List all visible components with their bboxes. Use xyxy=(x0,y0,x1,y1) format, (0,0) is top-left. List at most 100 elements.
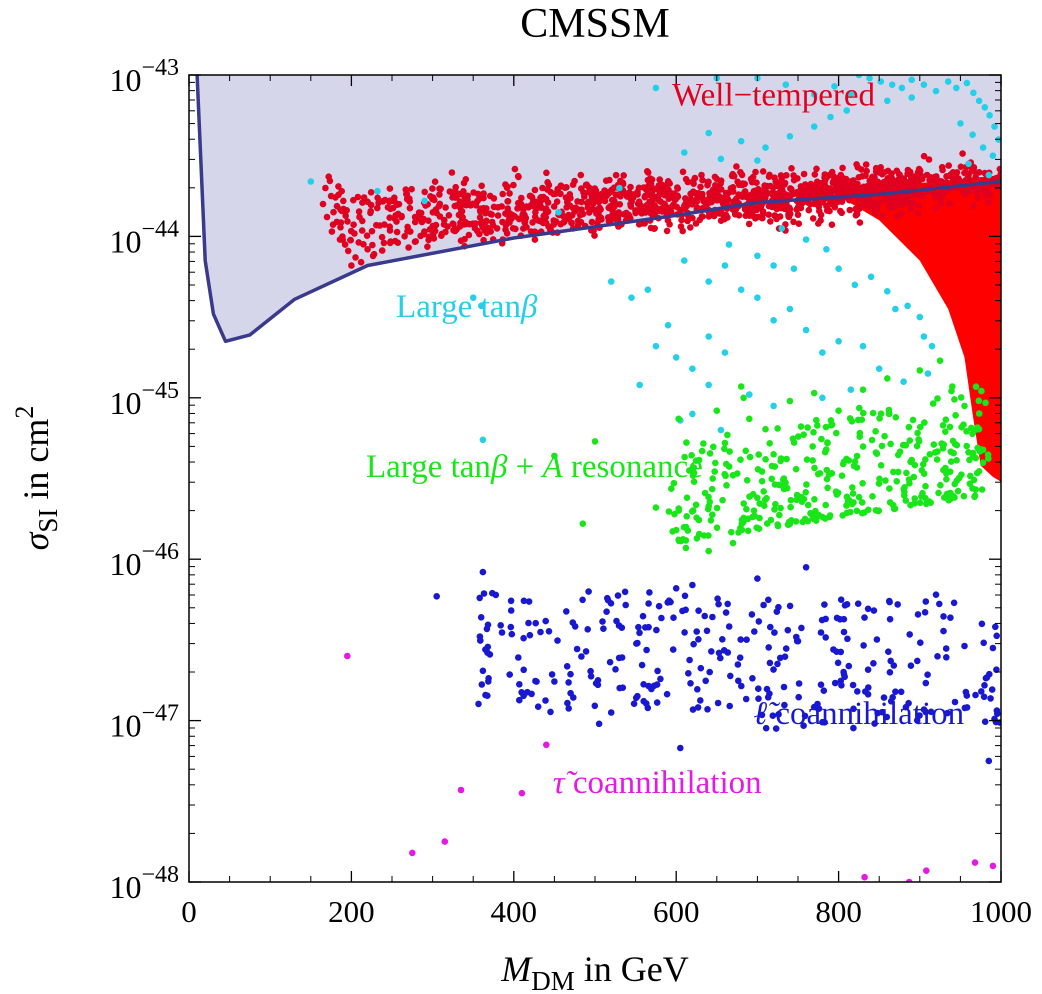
series-2-point xyxy=(951,396,958,403)
series-2-point xyxy=(905,423,913,431)
series-0-point xyxy=(839,164,846,172)
series-0-point xyxy=(679,227,686,235)
series-3-point xyxy=(802,564,810,571)
series-0-point xyxy=(338,187,346,195)
series-3-point xyxy=(725,623,733,630)
series-2-point xyxy=(795,433,802,440)
series-3-point xyxy=(697,697,704,704)
series-2-point xyxy=(744,515,752,523)
series-1-point xyxy=(991,123,998,130)
series-1-point xyxy=(616,184,623,192)
series-3-point xyxy=(902,703,910,711)
series-2-point xyxy=(882,477,889,484)
series-2-point xyxy=(909,416,917,424)
series-3-point xyxy=(951,698,959,706)
series-1-point xyxy=(717,155,725,163)
series-1-point xyxy=(855,75,863,79)
series-3-point xyxy=(686,656,693,664)
series-3-point xyxy=(943,654,950,661)
series-0-point xyxy=(687,196,695,203)
series-3-point xyxy=(612,666,619,673)
series-0-point xyxy=(523,223,530,231)
series-2-point xyxy=(923,500,930,508)
x-axis-label: MDM in GeV xyxy=(500,949,689,994)
series-3-point xyxy=(907,662,915,669)
series-3-point xyxy=(817,681,825,688)
series-2-point xyxy=(921,419,928,426)
series-3-point xyxy=(780,683,788,691)
series-3-point xyxy=(607,600,615,607)
series-2-point xyxy=(695,516,703,524)
series-0-point xyxy=(571,177,578,185)
series-0-point xyxy=(648,189,656,196)
series-0-point xyxy=(425,236,432,244)
series-2-point xyxy=(690,478,698,486)
series-0-point xyxy=(973,188,980,196)
series-3-point xyxy=(687,680,694,687)
series-2-point xyxy=(819,513,826,521)
series-0-point xyxy=(893,212,901,220)
series-1-point xyxy=(819,349,826,356)
series-1-point xyxy=(762,144,769,151)
series-3-point xyxy=(784,626,792,634)
series-0-point xyxy=(368,227,376,235)
series-1-point xyxy=(770,262,777,269)
series-3-point xyxy=(484,649,491,656)
series-2-point xyxy=(951,440,959,448)
series-3-point xyxy=(681,629,688,636)
series-0-point xyxy=(692,220,700,227)
series-0-point xyxy=(532,208,539,216)
series-3-point xyxy=(670,614,677,621)
series-3-point xyxy=(433,593,441,600)
series-3-point xyxy=(765,644,772,651)
series-3-point xyxy=(870,660,877,667)
series-0-point xyxy=(531,236,539,243)
series-3-point xyxy=(844,635,851,643)
series-2-point xyxy=(951,494,958,501)
series-1-point xyxy=(888,81,896,88)
series-0-point xyxy=(765,173,773,180)
series-0-point xyxy=(424,243,431,250)
y-tick-label-exponent: −48 xyxy=(141,862,179,888)
series-3-point xyxy=(622,601,629,609)
series-0-point xyxy=(504,198,512,205)
series-0-point xyxy=(773,215,780,223)
series-0-point xyxy=(679,168,687,176)
series-2-point xyxy=(701,489,709,497)
series-3-point xyxy=(914,611,922,618)
series-3-point xyxy=(600,625,607,632)
series-3-point xyxy=(715,649,723,657)
series-3-point xyxy=(735,677,742,685)
series-0-point xyxy=(506,190,513,197)
series-3-point xyxy=(850,705,857,713)
series-0-point xyxy=(975,169,983,176)
series-0-point xyxy=(378,233,386,241)
series-0-point xyxy=(612,200,620,208)
series-1-point xyxy=(725,241,733,248)
series-1-point xyxy=(928,342,936,350)
series-0-point xyxy=(338,207,346,215)
series-4-point xyxy=(344,652,351,660)
series-2-point xyxy=(708,485,716,493)
series-3-point xyxy=(917,639,924,646)
series-2-point xyxy=(828,470,836,477)
series-3-point xyxy=(738,682,745,690)
series-0-point xyxy=(459,214,466,222)
series-3-point xyxy=(630,700,638,707)
series-2-point xyxy=(869,409,877,417)
series-3-point xyxy=(795,693,802,701)
series-3-point xyxy=(820,687,828,694)
series-3-point xyxy=(640,681,647,688)
series-0-point xyxy=(545,223,552,230)
series-2-point xyxy=(917,423,924,431)
series-0-point xyxy=(673,203,681,211)
series-0-point xyxy=(528,194,536,201)
series-0-point xyxy=(328,228,336,235)
series-1-point xyxy=(916,313,924,321)
series-2-point xyxy=(797,423,805,430)
series-0-point xyxy=(730,172,738,180)
series-0-point xyxy=(882,179,889,186)
series-3-point xyxy=(742,695,750,703)
series-0-point xyxy=(620,172,627,179)
series-1-point xyxy=(770,402,777,410)
